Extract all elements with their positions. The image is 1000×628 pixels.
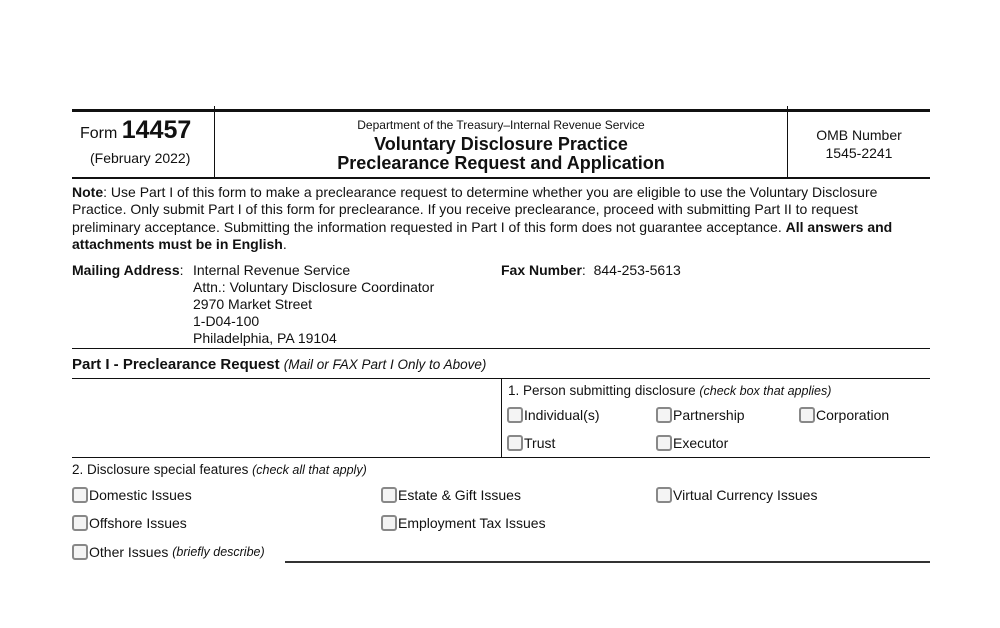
other-hint: (briefly describe): [172, 545, 265, 559]
checkbox-icon[interactable]: [507, 407, 523, 423]
checkbox-virtual-currency-issues[interactable]: Virtual Currency Issues: [656, 487, 817, 503]
q2-hint: (check all that apply): [252, 463, 367, 477]
q1-hint: (check box that applies): [699, 384, 832, 398]
divider: [501, 378, 502, 458]
note-label: Note: [72, 184, 104, 200]
option-label: Other Issues: [89, 544, 169, 560]
part1-subtitle: (Mail or FAX Part I Only to Above): [283, 357, 487, 372]
checkbox-icon[interactable]: [656, 435, 672, 451]
fax-number: 844-253-5613: [593, 262, 681, 278]
mailing-address: Internal Revenue Service Attn.: Voluntar…: [193, 262, 434, 347]
checkbox-icon[interactable]: [72, 487, 88, 503]
note-end: .: [282, 235, 287, 252]
omb-number: 1545-2241: [825, 145, 893, 161]
form-number: 14457: [121, 116, 192, 144]
checkbox-icon[interactable]: [72, 515, 88, 531]
note-text: : Use Part I of this form to make a prec…: [72, 184, 878, 235]
checkbox-corporation[interactable]: Corporation: [799, 407, 889, 423]
note: Note: Use Part I of this form to make a …: [72, 184, 922, 253]
option-label: Individual(s): [524, 407, 600, 423]
checkbox-executor[interactable]: Executor: [656, 435, 728, 451]
q1-label: 1. Person submitting disclosure (check b…: [508, 383, 831, 398]
checkbox-domestic-issues[interactable]: Domestic Issues: [72, 487, 192, 503]
option-label: Trust: [524, 435, 556, 451]
top-rule: [72, 109, 930, 112]
form-subtitle: Preclearance Request and Application: [337, 153, 665, 173]
checkbox-icon[interactable]: [381, 515, 397, 531]
form-id: Form 14457: [80, 116, 191, 145]
q2-label: 2. Disclosure special features (check al…: [72, 462, 367, 477]
checkbox-icon[interactable]: [507, 435, 523, 451]
option-label: Offshore Issues: [89, 515, 187, 531]
mailing-label: Mailing Address: [72, 262, 180, 278]
form-title: Voluntary Disclosure Practice: [374, 134, 628, 154]
q1-text: 1. Person submitting disclosure: [508, 383, 696, 398]
fax: Fax Number: 844-253-5613: [501, 262, 681, 278]
address-line: 2970 Market Street: [193, 296, 313, 312]
checkbox-partnership[interactable]: Partnership: [656, 407, 745, 423]
checkbox-other-issues[interactable]: Other Issues (briefly describe): [72, 544, 265, 560]
checkbox-icon[interactable]: [72, 544, 88, 560]
rule: [72, 457, 930, 458]
omb-label: OMB Number: [816, 127, 902, 143]
checkbox-employment-tax-issues[interactable]: Employment Tax Issues: [381, 515, 546, 531]
divider: [214, 106, 215, 178]
header-rule: [72, 177, 930, 179]
option-label: Executor: [673, 435, 729, 451]
option-label: Virtual Currency Issues: [673, 487, 818, 503]
option-label: Partnership: [673, 407, 745, 423]
checkbox-icon[interactable]: [799, 407, 815, 423]
option-label: Estate & Gift Issues: [398, 487, 521, 503]
note-bold: All answers and attachments must be in E…: [72, 218, 893, 252]
department: Department of the Treasury–Internal Reve…: [357, 118, 645, 132]
option-label: Employment Tax Issues: [398, 515, 546, 531]
fax-label: Fax Number: [501, 262, 582, 278]
checkbox-estate-gift-issues[interactable]: Estate & Gift Issues: [381, 487, 521, 503]
option-label: Domestic Issues: [89, 487, 192, 503]
checkbox-icon[interactable]: [656, 487, 672, 503]
address-line: 1-D04-100: [193, 313, 260, 329]
part1-title: Part I - Preclearance Request: [72, 356, 280, 373]
option-label: Corporation: [816, 407, 890, 423]
form-date: (February 2022): [90, 150, 191, 166]
q2-text: 2. Disclosure special features: [72, 462, 249, 477]
checkbox-icon[interactable]: [656, 407, 672, 423]
form-label: Form: [80, 125, 118, 142]
address-line: Philadelphia, PA 19104: [193, 330, 337, 346]
other-issues-input[interactable]: [285, 544, 930, 563]
rule: [72, 348, 930, 349]
address-line: Attn.: Voluntary Disclosure Coordinator: [193, 279, 435, 295]
address-line: Internal Revenue Service: [193, 262, 351, 278]
checkbox-icon[interactable]: [381, 487, 397, 503]
checkbox-offshore-issues[interactable]: Offshore Issues: [72, 515, 187, 531]
checkbox-trust[interactable]: Trust: [507, 435, 555, 451]
divider: [787, 106, 788, 178]
part1-heading: Part I - Preclearance Request (Mail or F…: [72, 356, 486, 373]
checkbox-individual[interactable]: Individual(s): [507, 407, 599, 423]
